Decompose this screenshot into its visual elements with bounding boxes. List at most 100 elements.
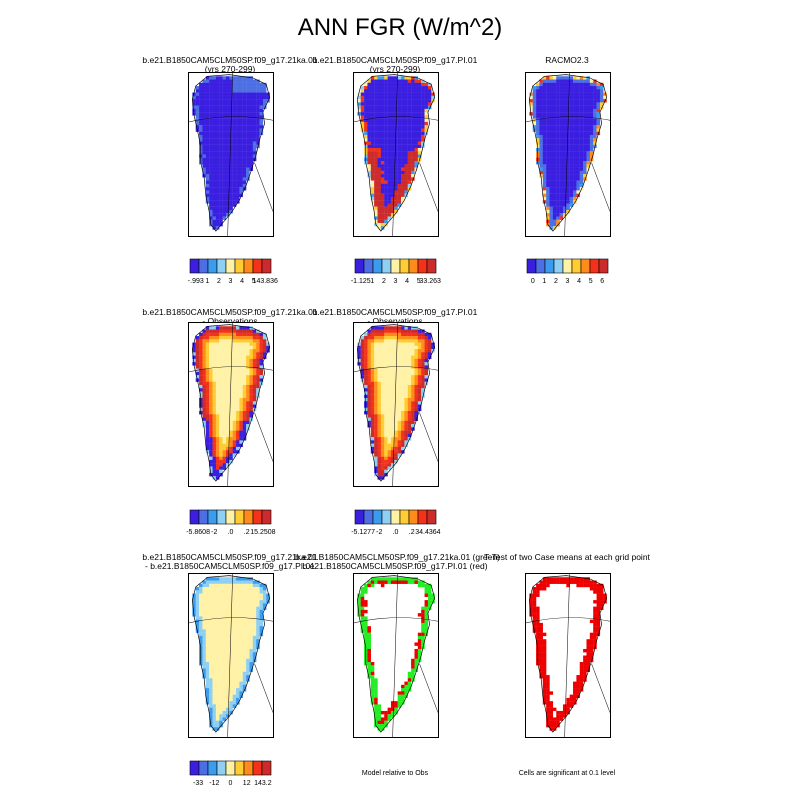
grid-cell bbox=[387, 141, 392, 145]
grid-cell bbox=[586, 154, 591, 158]
grid-cell bbox=[397, 355, 402, 360]
grid-cell bbox=[209, 463, 213, 467]
grid-cell bbox=[249, 368, 254, 373]
grid-cell bbox=[374, 688, 378, 692]
grid-cell bbox=[199, 632, 203, 637]
grid-cell bbox=[232, 639, 237, 643]
grid-cell bbox=[394, 384, 398, 389]
grid-cell bbox=[417, 147, 422, 152]
grid-cell bbox=[225, 714, 230, 718]
grid-cell bbox=[593, 92, 597, 96]
grid-cell bbox=[596, 121, 601, 126]
grid-cell bbox=[427, 349, 432, 353]
grid-cell bbox=[569, 95, 574, 100]
grid-cell bbox=[424, 345, 429, 350]
grid-cell bbox=[427, 105, 432, 110]
grid-cell bbox=[225, 453, 230, 457]
grid-cell bbox=[566, 157, 570, 162]
grid-cell bbox=[205, 82, 210, 87]
grid-cell bbox=[417, 355, 422, 360]
grid-cell bbox=[222, 161, 227, 165]
grid-cell bbox=[401, 368, 405, 373]
grid-cell bbox=[239, 329, 243, 333]
grid-cell bbox=[596, 89, 601, 93]
grid-cell bbox=[195, 626, 200, 630]
grid-cell bbox=[192, 92, 196, 96]
grid-cell bbox=[209, 89, 213, 93]
grid-cell bbox=[212, 603, 217, 607]
grid-cell bbox=[387, 420, 392, 425]
panel-7-greenland-map bbox=[354, 574, 438, 737]
grid-cell bbox=[387, 82, 392, 87]
grid-cell bbox=[559, 92, 564, 96]
grid-cell bbox=[421, 355, 425, 360]
grid-cell bbox=[394, 332, 398, 337]
grid-cell bbox=[242, 681, 247, 686]
grid-cell bbox=[556, 144, 560, 149]
grid-cell bbox=[209, 668, 213, 672]
grid-cell bbox=[417, 95, 422, 100]
grid-cell bbox=[202, 355, 206, 360]
grid-cell bbox=[536, 128, 540, 132]
grid-cell bbox=[232, 437, 237, 441]
grid-cell bbox=[209, 417, 213, 421]
colorbar-swatch bbox=[189, 258, 199, 274]
grid-cell bbox=[417, 86, 422, 90]
grid-cell bbox=[364, 86, 368, 90]
grid-cell bbox=[576, 157, 580, 162]
grid-cell bbox=[424, 121, 429, 126]
grid-cell bbox=[256, 134, 260, 139]
grid-cell bbox=[215, 404, 220, 408]
grid-cell bbox=[562, 213, 567, 217]
grid-cell bbox=[202, 121, 206, 126]
grid-cell bbox=[212, 99, 217, 103]
grid-cell bbox=[427, 86, 432, 90]
grid-cell bbox=[205, 613, 210, 617]
grid-cell bbox=[212, 358, 217, 363]
grid-cell bbox=[225, 329, 230, 333]
grid-cell bbox=[421, 580, 425, 584]
grid-cell bbox=[394, 82, 398, 87]
grid-cell bbox=[377, 384, 382, 389]
grid-cell bbox=[215, 681, 220, 686]
grid-cell bbox=[212, 453, 217, 457]
grid-cell bbox=[387, 394, 392, 399]
grid-cell bbox=[202, 147, 206, 152]
grid-cell bbox=[367, 170, 371, 175]
grid-cell bbox=[397, 99, 402, 103]
grid-cell bbox=[546, 720, 550, 725]
grid-cell bbox=[387, 466, 392, 470]
grid-cell bbox=[380, 407, 385, 412]
grid-cell bbox=[202, 92, 206, 96]
grid-cell bbox=[205, 164, 210, 168]
grid-cell bbox=[370, 326, 375, 330]
grid-cell bbox=[384, 164, 388, 168]
grid-cell bbox=[249, 339, 254, 343]
grid-cell bbox=[576, 167, 580, 171]
grid-cell bbox=[374, 407, 378, 412]
grid-cell bbox=[232, 368, 237, 373]
grid-cell bbox=[215, 388, 220, 392]
grid-cell bbox=[222, 596, 227, 601]
colorbar-tick-label: .0 bbox=[227, 529, 233, 536]
grid-cell bbox=[364, 609, 368, 614]
grid-cell bbox=[256, 362, 260, 366]
grid-cell bbox=[212, 86, 217, 90]
grid-cell bbox=[246, 131, 250, 136]
grid-cell bbox=[414, 108, 419, 113]
grid-cell bbox=[222, 466, 227, 470]
grid-cell bbox=[229, 635, 233, 640]
grid-cell bbox=[427, 339, 432, 343]
grid-cell bbox=[225, 433, 230, 438]
grid-cell bbox=[401, 125, 405, 129]
grid-cell bbox=[593, 600, 597, 604]
grid-cell bbox=[219, 203, 223, 207]
grid-cell bbox=[374, 440, 378, 444]
grid-cell bbox=[542, 200, 547, 204]
grid-cell bbox=[566, 99, 570, 103]
grid-cell bbox=[212, 326, 217, 330]
colorbar-swatch bbox=[372, 258, 382, 274]
grid-cell bbox=[569, 125, 574, 129]
grid-cell bbox=[239, 112, 243, 116]
grid-cell bbox=[225, 339, 230, 343]
